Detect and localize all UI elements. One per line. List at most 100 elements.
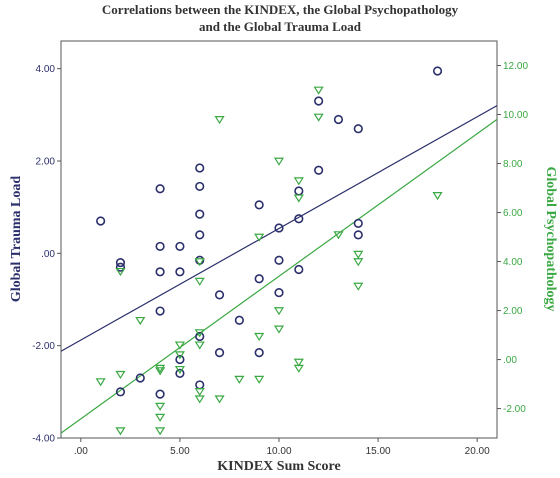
x-tick-label: 10.00: [266, 446, 291, 457]
trauma-point: [115, 387, 126, 397]
trauma-point: [353, 124, 363, 134]
psychopathology-point: [234, 375, 245, 384]
trauma-point: [234, 315, 244, 325]
trauma-point: [214, 347, 225, 358]
trauma-point: [314, 165, 324, 175]
trauma-point: [214, 290, 225, 300]
trauma-point: [195, 209, 205, 219]
trauma-point: [314, 96, 324, 106]
plot-area: [60, 40, 498, 439]
psychopathology-point: [293, 358, 304, 367]
trauma-point: [195, 163, 205, 173]
psychopathology-point: [293, 364, 304, 373]
chart-title: Correlations between the KINDEX, the Glo…: [102, 2, 459, 34]
left-y-tick-label: -4.00: [32, 434, 55, 445]
trauma-point: [115, 262, 126, 272]
psychopathology-point: [194, 388, 205, 397]
psychopathology-point: [155, 427, 166, 436]
right-y-tick-label: 4.00: [503, 257, 523, 268]
right-y-tick-label: 2.00: [503, 306, 523, 317]
psychopathology-point: [155, 402, 166, 411]
psychopathology-point: [95, 378, 106, 387]
series-global-psychopathology: [95, 86, 443, 436]
psychopathology-point: [135, 316, 146, 326]
psychopathology-point: [214, 116, 225, 125]
x-tick-label: .00: [74, 446, 88, 457]
x-tick-label: 20.00: [465, 446, 490, 457]
psychopathology-point: [174, 351, 185, 360]
trauma-point: [274, 287, 284, 298]
trauma-point: [195, 230, 205, 240]
trauma-point: [96, 216, 106, 226]
chart-title-line-2: and the Global Trauma Load: [199, 19, 362, 34]
psychopathology-point: [194, 395, 205, 404]
psychopathology-point: [174, 365, 185, 375]
trauma-point: [155, 267, 165, 277]
trauma-point: [432, 66, 443, 76]
right-y-tick-label: 6.00: [503, 208, 523, 219]
chart-title-line-1: Correlations between the KINDEX, the Glo…: [102, 2, 459, 17]
right-y-tick-label: -2.00: [503, 404, 526, 415]
psychopathology-point: [313, 86, 324, 95]
psychopathology-point: [333, 231, 344, 240]
psychopathology-point: [214, 395, 225, 404]
psychopathology-point: [115, 370, 126, 380]
psychopathology-point: [313, 113, 324, 122]
psychopathology-point: [273, 325, 285, 334]
trauma-point: [155, 389, 165, 399]
psychopathology-point: [273, 157, 285, 166]
trauma-point: [115, 257, 126, 268]
trauma-point: [294, 214, 304, 224]
right-y-tick-label: 12.00: [503, 61, 528, 72]
left-y-tick-label: 2.00: [36, 157, 56, 168]
psychopathology-point: [155, 364, 166, 373]
right-y-tick-label: 10.00: [503, 110, 528, 121]
right-y-tick-label: 8.00: [503, 159, 523, 170]
trauma-point: [274, 255, 284, 265]
left-y-tick-label: .00: [41, 249, 55, 260]
trauma-point: [353, 230, 363, 240]
psychopathology-point: [254, 375, 265, 384]
psychopathology-point: [115, 427, 126, 436]
x-tick-label: 5.00: [170, 446, 190, 457]
fit-lines: [60, 105, 498, 434]
left-y-axis-ticks: -4.00 -2.00 .00 2.00 4.00: [32, 64, 61, 445]
right-y-tick-label: .00: [503, 355, 517, 366]
right-y-axis-ticks: -2.00 .00 2.00 4.00 6.00 8.00 10.00 12.00: [497, 61, 528, 415]
psychopathology-point: [273, 307, 285, 316]
trauma-point: [333, 114, 344, 125]
trauma-point: [254, 274, 264, 284]
psychopathology-point: [293, 194, 304, 203]
fit-line-global-trauma-load: [60, 105, 498, 352]
psychopathology-point: [194, 329, 205, 338]
left-y-tick-label: -2.00: [32, 341, 55, 352]
psychopathology-point: [115, 267, 126, 277]
psychopathology-point: [174, 341, 185, 350]
psychopathology-point: [432, 191, 443, 201]
trauma-point: [274, 223, 284, 233]
right-y-axis-title: Global Psychopathology: [543, 166, 558, 311]
trauma-point: [155, 184, 165, 194]
psychopathology-point: [254, 233, 265, 242]
psychopathology-point: [155, 367, 166, 376]
trauma-point: [195, 181, 205, 192]
trauma-point: [175, 267, 185, 277]
trauma-point: [353, 218, 363, 228]
psychopathology-point: [254, 332, 265, 342]
psychopathology-point: [155, 413, 166, 422]
trauma-point: [135, 373, 145, 383]
left-y-axis-title: Global Trauma Load: [9, 176, 24, 303]
trauma-point: [254, 200, 264, 210]
trauma-point: [155, 306, 165, 316]
psychopathology-point: [194, 277, 205, 286]
psychopathology-point: [353, 250, 364, 259]
psychopathology-point: [194, 258, 205, 267]
psychopathology-point: [293, 177, 304, 186]
trauma-point: [175, 368, 185, 378]
psychopathology-point: [194, 341, 205, 350]
trauma-point: [294, 264, 304, 275]
fit-line-global-psychopathology: [60, 118, 498, 434]
trauma-point: [155, 241, 165, 252]
x-tick-label: 15.00: [366, 446, 391, 457]
